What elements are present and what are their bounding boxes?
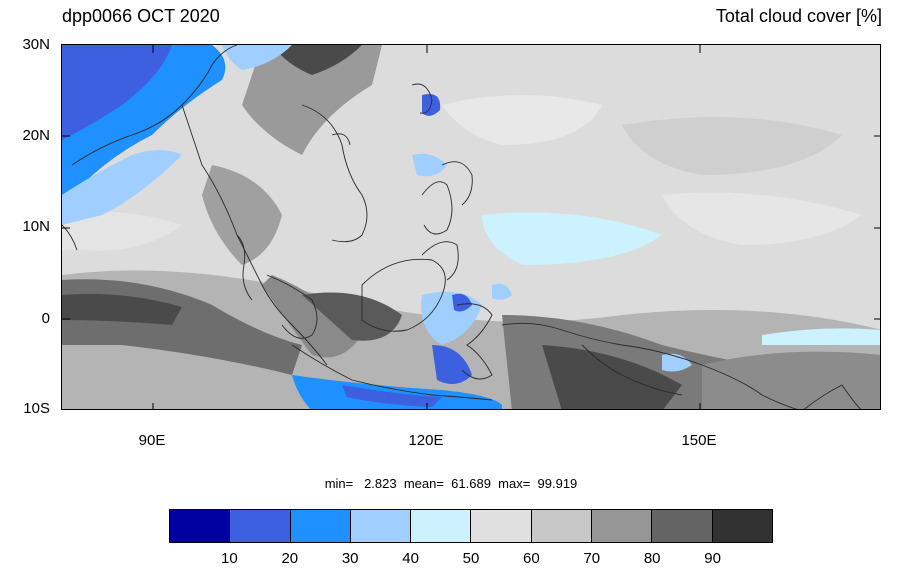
lon-label-90e: 90E	[138, 432, 166, 449]
plot-title-right: Total cloud cover [%]	[715, 6, 882, 26]
colorbar-tick-label: 80	[643, 550, 661, 567]
colorbar-tick-label: 10	[221, 550, 238, 567]
colorbar-tick-label: 40	[402, 550, 419, 567]
lat-label-20n: 20N	[22, 127, 50, 144]
lat-label-30n: 30N	[22, 36, 50, 53]
plot-title-left: dpp0066 OCT 2020	[62, 6, 220, 26]
colorbar-tick-label: 30	[341, 550, 359, 567]
colorbar-swatch	[652, 510, 713, 542]
colorbar-tick-label: 90	[704, 550, 721, 567]
colorbar-swatch	[350, 510, 412, 542]
colorbar-tick-label: 60	[523, 550, 540, 567]
colorbar-swatch	[290, 510, 351, 542]
colorbar-swatch	[712, 510, 772, 542]
colorbar-swatch	[411, 510, 472, 542]
colorbar-tick-label: 50	[462, 550, 480, 567]
lon-label-120e: 120E	[408, 432, 444, 449]
colorbar-swatch	[170, 510, 231, 542]
lon-label-150e: 150E	[681, 432, 717, 449]
lat-label-10s: 10S	[23, 400, 50, 417]
colorbar-swatch	[230, 510, 291, 542]
map-canvas	[62, 45, 880, 409]
lat-label-0: 0	[41, 310, 50, 327]
colorbar-tick-label: 70	[583, 550, 601, 567]
lat-label-10n: 10N	[22, 218, 50, 235]
colorbar-tick-label: 20	[281, 550, 299, 567]
cloud-cover-map	[61, 44, 881, 410]
statistics-text: min= 2.823 mean= 61.689 max= 99.919	[324, 476, 578, 491]
colorbar	[169, 509, 773, 543]
colorbar-swatch	[471, 510, 532, 542]
colorbar-swatch	[531, 510, 593, 542]
colorbar-swatch	[592, 510, 653, 542]
